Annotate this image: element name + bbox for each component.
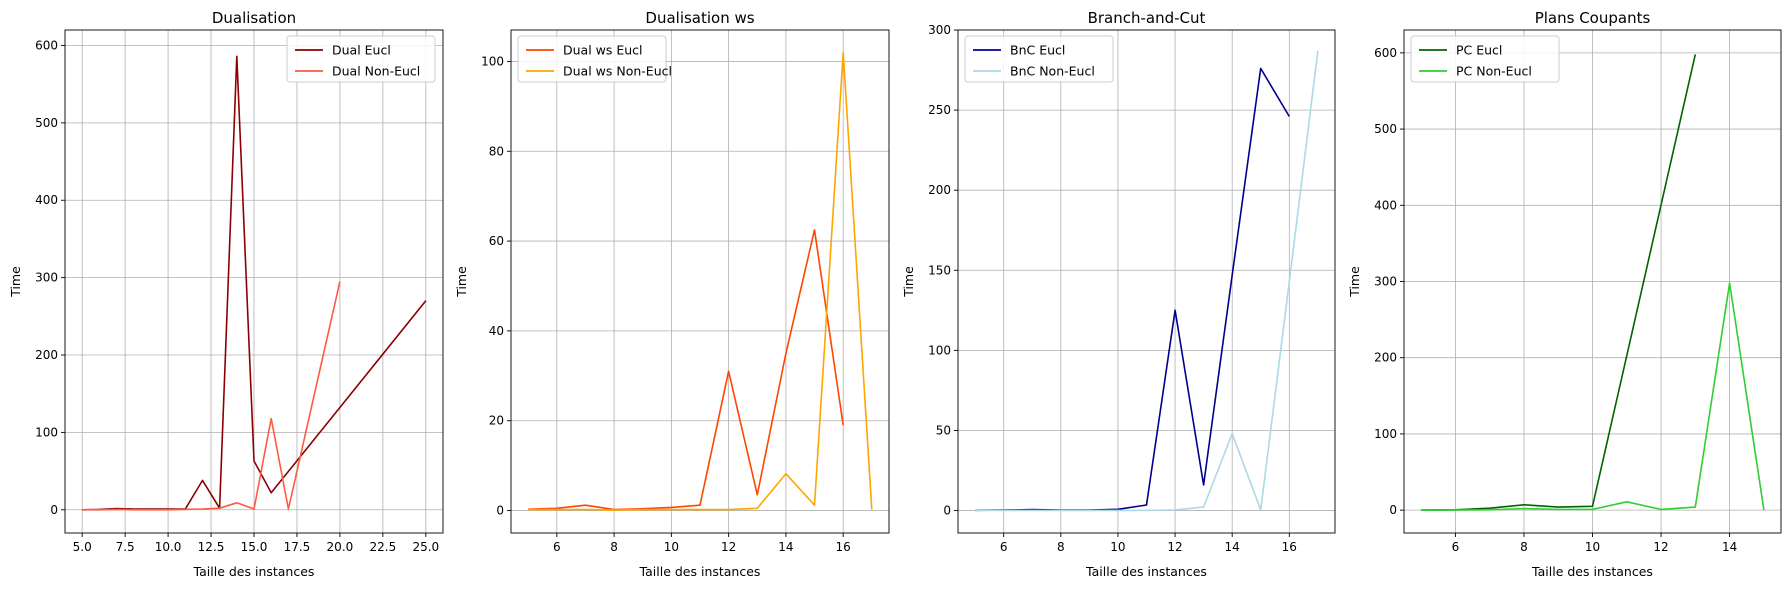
y-axis-label: Time — [454, 266, 469, 298]
x-tick-label: 10 — [664, 540, 679, 554]
y-tick-label: 300 — [35, 271, 58, 285]
legend-box — [286, 35, 436, 83]
x-tick-label: 5.0 — [73, 540, 92, 554]
y-tick-label: 100 — [1374, 427, 1397, 441]
x-tick-label: 6 — [1000, 540, 1008, 554]
x-tick-label: 16 — [836, 540, 851, 554]
x-tick-label: 16 — [1282, 540, 1297, 554]
y-tick-label: 250 — [928, 103, 951, 117]
y-tick-label: 400 — [1374, 198, 1397, 212]
series-line-2 — [82, 281, 341, 511]
chart-title: Dualisation ws — [645, 9, 754, 27]
x-tick-label: 10.0 — [155, 540, 182, 554]
x-axis-label: Taille des instances — [639, 564, 761, 579]
series-line-1 — [1421, 54, 1697, 511]
series-line-2 — [528, 51, 873, 511]
series-line-1 — [528, 229, 844, 511]
y-tick-label: 500 — [1374, 122, 1397, 136]
x-tick-label: 8 — [610, 540, 618, 554]
x-tick-label: 14 — [1225, 540, 1240, 554]
axes-frame — [510, 29, 890, 534]
x-tick-label: 12 — [1167, 540, 1182, 554]
y-tick-label: 0 — [50, 503, 58, 517]
y-tick-label: 80 — [489, 144, 504, 158]
legend-label-2: Dual Non-Eucl — [332, 64, 420, 79]
legend: PC Eucl PC Non-Eucl — [1410, 35, 1560, 83]
y-tick-label: 0 — [1389, 503, 1397, 517]
x-tick-label: 10 — [1110, 540, 1125, 554]
legend-label-1: BnC Eucl — [1010, 43, 1065, 58]
y-tick-label: 40 — [489, 324, 504, 338]
legend-label-1: Dual Eucl — [332, 43, 391, 58]
x-axis-label: Taille des instances — [193, 564, 315, 579]
y-tick-label: 100 — [481, 54, 504, 68]
legend: Dual ws Eucl Dual ws Non-Eucl — [517, 35, 672, 83]
y-axis-label: Time — [901, 266, 916, 298]
y-tick-label: 200 — [928, 183, 951, 197]
series-line-2 — [1421, 282, 1765, 511]
y-tick-label: 600 — [35, 38, 58, 52]
y-tick-label: 100 — [928, 343, 951, 357]
y-tick-label: 20 — [489, 414, 504, 428]
x-tick-label: 20.0 — [327, 540, 354, 554]
chart-panel-2: 6 8 10 12 14 16 0 20 40 60 80 100 Dualisation ws Tail… — [454, 9, 890, 579]
y-tick-label: 200 — [35, 348, 58, 362]
x-tick-label: 6 — [1452, 540, 1460, 554]
x-axis-label: Taille des instances — [1531, 564, 1653, 579]
y-tick-label: 0 — [943, 504, 951, 518]
legend-label-2: Dual ws Non-Eucl — [563, 64, 672, 79]
x-tick-label: 12 — [1653, 540, 1668, 554]
x-tick-label: 8 — [1057, 540, 1065, 554]
y-tick-label: 200 — [1374, 351, 1397, 365]
chart-title: Dualisation — [212, 9, 296, 27]
legend-label-2: BnC Non-Eucl — [1010, 64, 1095, 79]
legend: BnC Eucl BnC Non-Eucl — [964, 35, 1114, 83]
y-tick-label: 100 — [35, 425, 58, 439]
legend-label-1: PC Eucl — [1456, 43, 1502, 58]
y-axis-label: Time — [1347, 266, 1362, 298]
y-tick-label: 150 — [928, 263, 951, 277]
legend: Dual Eucl Dual Non-Eucl — [286, 35, 436, 83]
axes-frame — [957, 29, 1336, 534]
legend-label-2: PC Non-Eucl — [1456, 64, 1532, 79]
y-tick-label: 600 — [1374, 46, 1397, 60]
y-tick-label: 300 — [1374, 275, 1397, 289]
x-tick-label: 6 — [553, 540, 561, 554]
legend-box — [1410, 35, 1560, 83]
x-tick-label: 12 — [721, 540, 736, 554]
series-line-1 — [975, 67, 1290, 512]
x-tick-label: 22.5 — [370, 540, 397, 554]
legend-box — [517, 35, 667, 83]
chart-panel-1: 5.0 7.5 10.0 12.5 15.0 17.5 20.0 22.5 25.0 0 100 20… — [8, 9, 444, 579]
x-tick-label: 14 — [1722, 540, 1737, 554]
legend-label-1: Dual ws Eucl — [563, 43, 643, 58]
x-tick-label: 10 — [1585, 540, 1600, 554]
x-tick-label: 14 — [778, 540, 793, 554]
x-tick-label: 7.5 — [116, 540, 135, 554]
x-tick-label: 25.0 — [412, 540, 439, 554]
y-tick-label: 50 — [936, 423, 951, 437]
x-tick-label: 15.0 — [241, 540, 268, 554]
chart-title: Plans Coupants — [1535, 9, 1651, 27]
x-tick-label: 12.5 — [198, 540, 225, 554]
y-axis-label: Time — [8, 266, 23, 298]
x-tick-label: 17.5 — [284, 540, 311, 554]
chart-title: Branch-and-Cut — [1088, 9, 1206, 27]
x-axis-label: Taille des instances — [1085, 564, 1207, 579]
y-tick-label: 500 — [35, 116, 58, 130]
chart-panel-4: 6 8 10 12 14 0 100 200 300 400 500 600 Plans Coupant… — [1347, 9, 1782, 579]
chart-panel-3: 6 8 10 12 14 16 0 50 100 150 200 250 300 Branch-and-C… — [901, 9, 1336, 579]
series-line-2 — [975, 50, 1319, 512]
legend-box — [964, 35, 1114, 83]
y-tick-label: 400 — [35, 193, 58, 207]
y-tick-label: 60 — [489, 234, 504, 248]
x-tick-label: 8 — [1520, 540, 1528, 554]
y-tick-label: 300 — [928, 23, 951, 37]
y-tick-label: 0 — [496, 504, 504, 518]
